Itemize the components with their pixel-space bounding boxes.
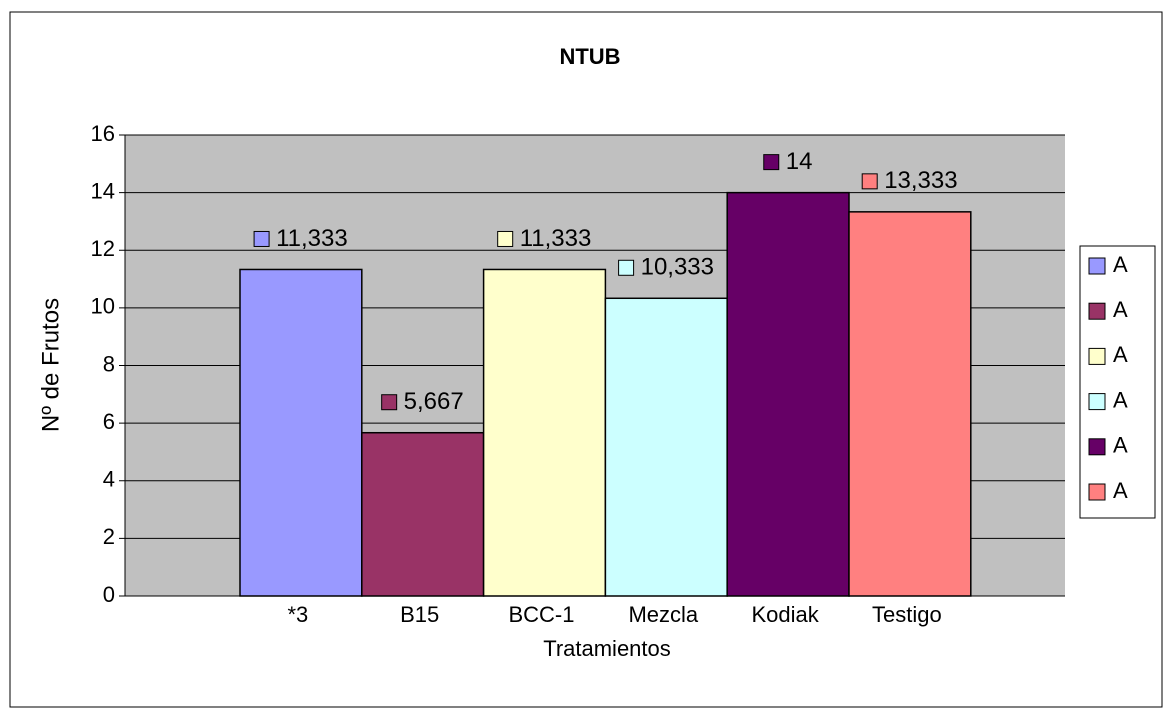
legend-label: A <box>1113 342 1128 367</box>
bar <box>361 431 485 597</box>
value-label: 11,333 <box>276 225 348 252</box>
y-tick-label: 2 <box>103 524 115 549</box>
y-axis-title: Nº de Frutos <box>37 298 64 432</box>
value-label-key <box>253 230 270 247</box>
value-label-key <box>861 173 878 190</box>
x-tick-label: Mezcla <box>628 602 698 627</box>
x-tick-label: B15 <box>400 602 439 627</box>
legend-box <box>1079 245 1156 519</box>
value-label-key <box>763 154 780 171</box>
value-label-key <box>618 259 635 276</box>
y-tick-label: 14 <box>91 178 115 203</box>
y-tick-label: 16 <box>91 121 115 146</box>
y-tick-label: 6 <box>103 409 115 434</box>
bar <box>604 297 728 597</box>
value-label-key <box>381 394 398 411</box>
legend-label: A <box>1113 478 1128 503</box>
x-tick-label: *3 <box>288 602 309 627</box>
legend-swatch <box>1088 347 1106 365</box>
y-tick-label: 0 <box>103 582 115 607</box>
bar <box>482 268 607 597</box>
legend-swatch <box>1088 257 1106 275</box>
legend-swatch <box>1088 438 1106 456</box>
bar <box>239 268 363 597</box>
value-label: 13,333 <box>884 167 957 194</box>
y-tick-label: 4 <box>103 467 115 492</box>
x-tick-label: Testigo <box>872 602 942 627</box>
value-label: 10,333 <box>641 254 714 281</box>
legend-label: A <box>1113 433 1128 458</box>
legend-swatch <box>1088 393 1106 411</box>
y-tick-label: 12 <box>91 236 115 261</box>
chart-title: NTUB <box>559 44 620 69</box>
value-label: 5,667 <box>404 388 464 415</box>
value-label-key <box>497 230 514 247</box>
value-label: 11,333 <box>520 225 592 252</box>
bar <box>848 211 972 597</box>
legend-label: A <box>1113 252 1128 277</box>
y-tick-label: 8 <box>103 351 115 376</box>
legend-label: A <box>1113 297 1128 322</box>
x-axis-title: Tratamientos <box>543 636 671 661</box>
value-label: 14 <box>786 148 813 175</box>
legend-swatch <box>1088 302 1106 320</box>
x-tick-label: BCC-1 <box>508 602 574 627</box>
y-tick-label: 10 <box>91 294 115 319</box>
legend-swatch <box>1088 483 1106 501</box>
bar <box>726 191 850 597</box>
legend-label: A <box>1113 387 1128 412</box>
x-tick-label: Kodiak <box>751 602 819 627</box>
